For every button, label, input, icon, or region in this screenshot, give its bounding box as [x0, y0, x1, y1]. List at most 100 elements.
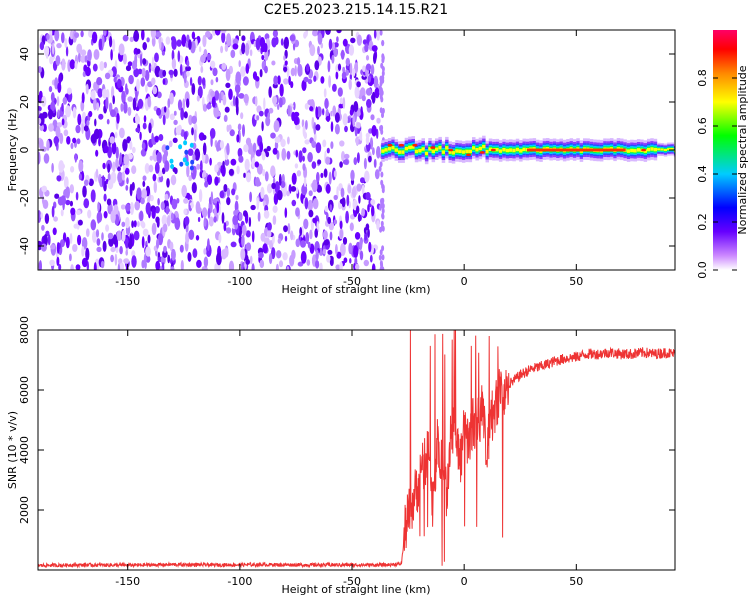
spectrogram-cell [284, 207, 288, 218]
spectrogram-cell [101, 232, 104, 241]
spectrogram-cell [302, 147, 307, 154]
spectrogram-cell [186, 59, 190, 68]
spectrogram-cell [147, 96, 151, 108]
spectrogram-cell [208, 216, 214, 227]
spectrogram-cell [102, 240, 107, 252]
spectrogram-cell [220, 30, 227, 34]
spectrogram-cell [341, 151, 345, 162]
spectrogram-cell [326, 147, 330, 154]
spectrogram-cell [197, 217, 201, 222]
spectrogram-cell [341, 197, 346, 208]
spectrogram-cell [90, 189, 96, 203]
spectrogram-cell [56, 96, 60, 107]
spectrogram-cell [136, 48, 141, 54]
spectrogram-cell [670, 148, 674, 150]
spectrogram-cell [300, 250, 307, 264]
spectrogram-cell [354, 85, 360, 99]
spectrogram-cell [141, 67, 146, 78]
spectrogram-cell [320, 42, 324, 49]
spectrogram-cell [353, 245, 359, 259]
spectrogram-cell [401, 150, 405, 154]
spectrogram-cell [198, 189, 203, 203]
spectrogram-cell [124, 237, 129, 249]
spectrogram-cell [271, 182, 276, 190]
spectrogram-cell [291, 172, 297, 185]
spectrogram-cell [322, 139, 327, 148]
y-tick-label: 2000 [18, 496, 31, 524]
spectrogram-cell [367, 75, 371, 83]
spectrogram-cell [116, 112, 120, 124]
spectrogram-cell [82, 185, 87, 198]
spectrogram-cell [136, 78, 140, 92]
spectrogram-cell [112, 38, 116, 52]
spectrogram-cell [161, 214, 168, 226]
spectrogram-cell [315, 249, 319, 261]
spectrogram-cell [381, 208, 385, 214]
spectrogram-cell [262, 200, 266, 207]
spectrogram-cell [226, 197, 231, 206]
spectrogram-cell [103, 30, 107, 37]
spectrogram-cell [289, 34, 296, 42]
spectrogram-cell [184, 149, 189, 155]
spectrogram-cell [188, 39, 192, 50]
spectrogram-cell [241, 35, 246, 42]
spectrogram-cell [127, 106, 132, 116]
spectrogram-cell [312, 198, 319, 210]
spectrogram-cell [228, 88, 233, 101]
spectrogram-cell [202, 170, 207, 178]
spectrogram-cell [300, 240, 306, 248]
spectrogram-cell [167, 98, 171, 109]
spectrogram-cell [38, 106, 42, 112]
spectrogram-cell [336, 251, 342, 259]
colorbar-tick-label: 0.6 [696, 117, 709, 135]
spectrogram-cell [53, 136, 60, 145]
spectrogram-cell [278, 260, 284, 268]
spectrogram-cell [140, 197, 145, 205]
spectrogram-cell [106, 198, 112, 206]
spectrogram-cell [133, 30, 140, 42]
spectrogram-cell [305, 30, 308, 37]
spectrogram-cell [173, 119, 178, 126]
spectrogram-cell [38, 151, 41, 164]
spectrogram-cell [110, 171, 117, 184]
spectrogram-cell [156, 107, 162, 116]
spectrogram-cell [140, 77, 146, 87]
spectrogram-cell [284, 235, 288, 242]
spectrogram-cell [404, 146, 409, 151]
spectrogram-cell [139, 53, 143, 67]
spectrogram-cell [77, 234, 82, 246]
spectrogram-cell [165, 36, 171, 45]
spectrogram-cell [519, 149, 523, 153]
spectrogram-cell [38, 210, 42, 223]
spectrogram-cell [46, 139, 50, 151]
spectrogram-cell [249, 255, 253, 265]
spectrogram-cell [185, 231, 190, 245]
spectrogram-cell [271, 60, 276, 66]
spectrogram-cell [362, 39, 368, 45]
spectrogram-cell [188, 229, 195, 240]
spectrogram-cell [50, 244, 56, 250]
spectrogram-cell [304, 103, 309, 110]
spectrogram-cell [115, 247, 119, 254]
spectrogram-cell [137, 221, 140, 227]
spectrogram-cell [365, 88, 372, 96]
spectrogram-cell [178, 144, 183, 150]
spectrogram-cell [368, 241, 372, 253]
spectrogram-cell [256, 115, 260, 121]
spectrogram-cell [123, 258, 130, 264]
x-tick-label: -100 [227, 575, 252, 588]
spectrogram-cell [379, 107, 383, 114]
spectrogram-cell [478, 146, 483, 151]
spectrogram-cell [72, 244, 78, 252]
spectrogram-cell [93, 262, 97, 270]
spectrogram-cell [125, 203, 131, 212]
spectrogram-cell [131, 60, 138, 71]
spectrogram-cell [333, 48, 338, 57]
spectrogram-cell [376, 220, 380, 231]
spectrogram-cell [267, 222, 272, 232]
spectrogram-cell [295, 149, 299, 158]
spectrogram-cell [145, 255, 151, 263]
spectrogram-cell [60, 195, 66, 206]
spectrogram-cell [380, 220, 384, 227]
spectrogram-cell [158, 134, 164, 141]
